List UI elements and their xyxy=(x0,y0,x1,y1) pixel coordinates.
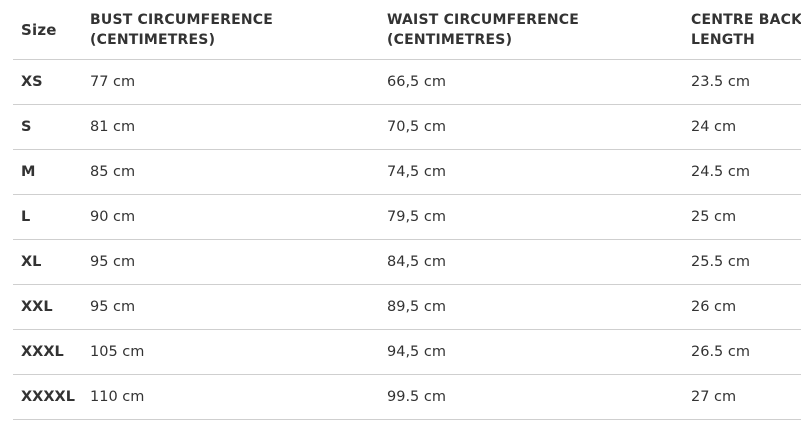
header-waist: WAIST CIRCUMFERENCE (CENTIMETRES) xyxy=(387,0,579,59)
cell-waist: 84,5 cm xyxy=(387,254,446,270)
header-size: Size xyxy=(21,20,57,39)
header-back-length-label: CENTRE BACK LENGTH xyxy=(691,11,801,48)
cell-size: XXL xyxy=(21,299,53,315)
table-row: XXL 95 cm 89,5 cm 26 cm xyxy=(13,285,801,330)
header-bust-label: BUST CIRCUMFERENCE (CENTIMETRES) xyxy=(90,11,274,48)
cell-waist: 66,5 cm xyxy=(387,74,446,90)
table-row: S 81 cm 70,5 cm 24 cm xyxy=(13,105,801,150)
table-row: XS 77 cm 66,5 cm 23.5 cm xyxy=(13,60,801,105)
cell-bust: 95 cm xyxy=(90,254,136,270)
table-row: M 85 cm 74,5 cm 24.5 cm xyxy=(13,150,801,195)
cell-back-length: 23.5 cm xyxy=(691,74,750,90)
table-row: L 90 cm 79,5 cm 25 cm xyxy=(13,195,801,240)
table-row: XL 95 cm 84,5 cm 25.5 cm xyxy=(13,240,801,285)
cell-waist: 89,5 cm xyxy=(387,299,446,315)
table-header-row: Size BUST CIRCUMFERENCE (CENTIMETRES) WA… xyxy=(13,0,801,60)
cell-size: XXXXL xyxy=(21,389,75,405)
cell-waist: 94,5 cm xyxy=(387,344,446,360)
cell-size: S xyxy=(21,119,32,135)
cell-waist: 99.5 cm xyxy=(387,389,446,405)
size-chart-table: Size BUST CIRCUMFERENCE (CENTIMETRES) WA… xyxy=(13,0,801,420)
cell-back-length: 25.5 cm xyxy=(691,254,750,270)
cell-back-length: 26 cm xyxy=(691,299,737,315)
cell-bust: 95 cm xyxy=(90,299,136,315)
cell-bust: 110 cm xyxy=(90,389,145,405)
cell-size: XXXL xyxy=(21,344,64,360)
cell-size: XL xyxy=(21,254,42,270)
table-row: XXXL 105 cm 94,5 cm 26.5 cm xyxy=(13,330,801,375)
cell-waist: 79,5 cm xyxy=(387,209,446,225)
cell-waist: 70,5 cm xyxy=(387,119,446,135)
cell-bust: 81 cm xyxy=(90,119,136,135)
cell-bust: 77 cm xyxy=(90,74,136,90)
header-back-length: CENTRE BACK LENGTH xyxy=(691,0,801,59)
cell-size: XS xyxy=(21,74,43,90)
cell-bust: 90 cm xyxy=(90,209,136,225)
header-bust: BUST CIRCUMFERENCE (CENTIMETRES) xyxy=(90,0,273,59)
cell-back-length: 24 cm xyxy=(691,119,737,135)
cell-back-length: 26.5 cm xyxy=(691,344,750,360)
cell-size: M xyxy=(21,164,36,180)
table-row: XXXXL 110 cm 99.5 cm 27 cm xyxy=(13,375,801,420)
header-waist-label: WAIST CIRCUMFERENCE (CENTIMETRES) xyxy=(387,11,580,48)
cell-size: L xyxy=(21,209,31,225)
cell-back-length: 27 cm xyxy=(691,389,737,405)
cell-back-length: 24.5 cm xyxy=(691,164,750,180)
cell-back-length: 25 cm xyxy=(691,209,737,225)
cell-bust: 105 cm xyxy=(90,344,145,360)
cell-bust: 85 cm xyxy=(90,164,136,180)
cell-waist: 74,5 cm xyxy=(387,164,446,180)
